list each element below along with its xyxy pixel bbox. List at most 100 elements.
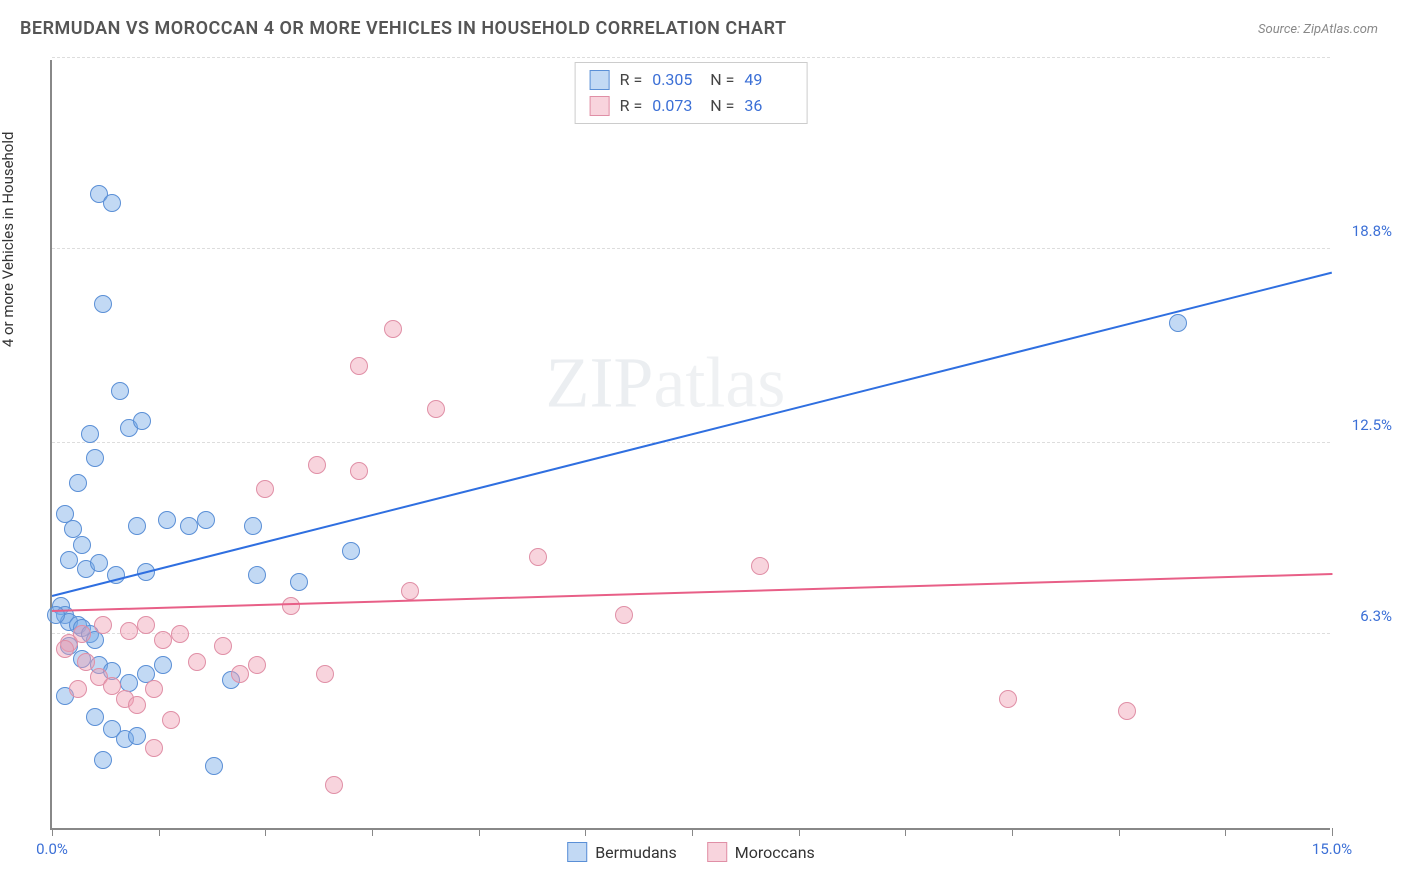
plot-area: ZIPatlas R =0.305N =49R =0.073N =36 Berm… — [50, 60, 1330, 830]
data-point — [350, 462, 368, 480]
data-point — [384, 320, 402, 338]
gridline — [52, 442, 1330, 443]
data-point — [316, 665, 334, 683]
legend-label: Bermudans — [595, 843, 677, 862]
y-tick-label: 6.3% — [1360, 607, 1392, 625]
data-point — [77, 653, 95, 671]
n-label: N = — [710, 93, 734, 119]
data-point — [350, 357, 368, 375]
y-tick-label: 18.8% — [1352, 222, 1392, 240]
x-tick-label: 0.0% — [36, 840, 68, 858]
data-point — [197, 511, 215, 529]
data-point — [133, 412, 151, 430]
n-value: 36 — [744, 93, 792, 119]
x-tick — [799, 828, 800, 836]
data-point — [60, 551, 78, 569]
x-tick — [372, 828, 373, 836]
gridline — [52, 248, 1330, 249]
x-tick — [1119, 828, 1120, 836]
data-point — [86, 708, 104, 726]
data-point — [188, 653, 206, 671]
data-point — [154, 656, 172, 674]
data-point — [158, 511, 176, 529]
data-point — [282, 597, 300, 615]
data-point — [325, 776, 343, 794]
data-point — [248, 566, 266, 584]
r-label: R = — [620, 93, 643, 119]
data-point — [231, 665, 249, 683]
data-point — [90, 554, 108, 572]
legend-label: Moroccans — [735, 843, 815, 862]
data-point — [86, 449, 104, 467]
data-point — [81, 425, 99, 443]
data-point — [162, 711, 180, 729]
y-tick-label: 12.5% — [1352, 416, 1392, 434]
data-point — [145, 680, 163, 698]
data-point — [244, 517, 262, 535]
trend-line — [52, 573, 1332, 612]
stat-legend-row: R = 0.073 N = 36 — [590, 93, 793, 119]
data-point — [128, 696, 146, 714]
gridline — [52, 57, 1330, 58]
r-value: 0.073 — [652, 93, 700, 119]
x-tick-label: 15.0% — [1312, 840, 1352, 858]
bottom-legend-item: Moroccans — [707, 842, 815, 862]
stat-legend: R = 0.305 N = 49R = 0.073 N = 36 — [575, 62, 808, 124]
data-point — [120, 622, 138, 640]
data-point — [342, 542, 360, 560]
gridline — [52, 633, 1330, 634]
x-tick — [52, 828, 53, 836]
x-tick — [1332, 828, 1333, 836]
chart-container: BERMUDAN VS MOROCCAN 4 OR MORE VEHICLES … — [0, 0, 1406, 892]
stat-legend-row: R =0.305N =49 — [590, 67, 793, 93]
x-tick — [1225, 828, 1226, 836]
data-point — [615, 606, 633, 624]
x-tick — [1012, 828, 1013, 836]
n-value: 49 — [744, 67, 792, 93]
data-point — [137, 616, 155, 634]
data-point — [256, 480, 274, 498]
data-point — [427, 400, 445, 418]
data-point — [103, 194, 121, 212]
watermark: ZIPatlas — [545, 341, 785, 424]
x-tick — [159, 828, 160, 836]
data-point — [290, 573, 308, 591]
data-point — [94, 295, 112, 313]
data-point — [73, 536, 91, 554]
bottom-legend: Bermudans Moroccans — [567, 842, 815, 862]
data-point — [94, 751, 112, 769]
data-point — [69, 680, 87, 698]
data-point — [205, 757, 223, 775]
data-point — [529, 548, 547, 566]
x-tick — [265, 828, 266, 836]
r-value: 0.305 — [652, 67, 700, 93]
source-label: Source: ZipAtlas.com — [1258, 22, 1378, 37]
data-point — [180, 517, 198, 535]
data-point — [128, 517, 146, 535]
data-point — [401, 582, 419, 600]
bottom-legend-item: Bermudans — [567, 842, 677, 862]
y-axis-label: 4 or more Vehicles in Household — [0, 132, 17, 348]
data-point — [94, 616, 112, 634]
x-tick — [692, 828, 693, 836]
legend-swatch — [567, 842, 587, 862]
legend-swatch — [707, 842, 727, 862]
data-point — [999, 690, 1017, 708]
data-point — [69, 474, 87, 492]
data-point — [56, 640, 74, 658]
data-point — [171, 625, 189, 643]
data-point — [128, 727, 146, 745]
r-label: R = — [620, 67, 643, 93]
legend-swatch — [590, 70, 610, 90]
legend-swatch — [590, 96, 610, 116]
data-point — [73, 625, 91, 643]
x-tick — [585, 828, 586, 836]
data-point — [1118, 702, 1136, 720]
data-point — [751, 557, 769, 575]
data-point — [145, 739, 163, 757]
data-point — [1169, 314, 1187, 332]
data-point — [214, 637, 232, 655]
data-point — [308, 456, 326, 474]
x-tick — [479, 828, 480, 836]
trend-line — [52, 272, 1332, 597]
